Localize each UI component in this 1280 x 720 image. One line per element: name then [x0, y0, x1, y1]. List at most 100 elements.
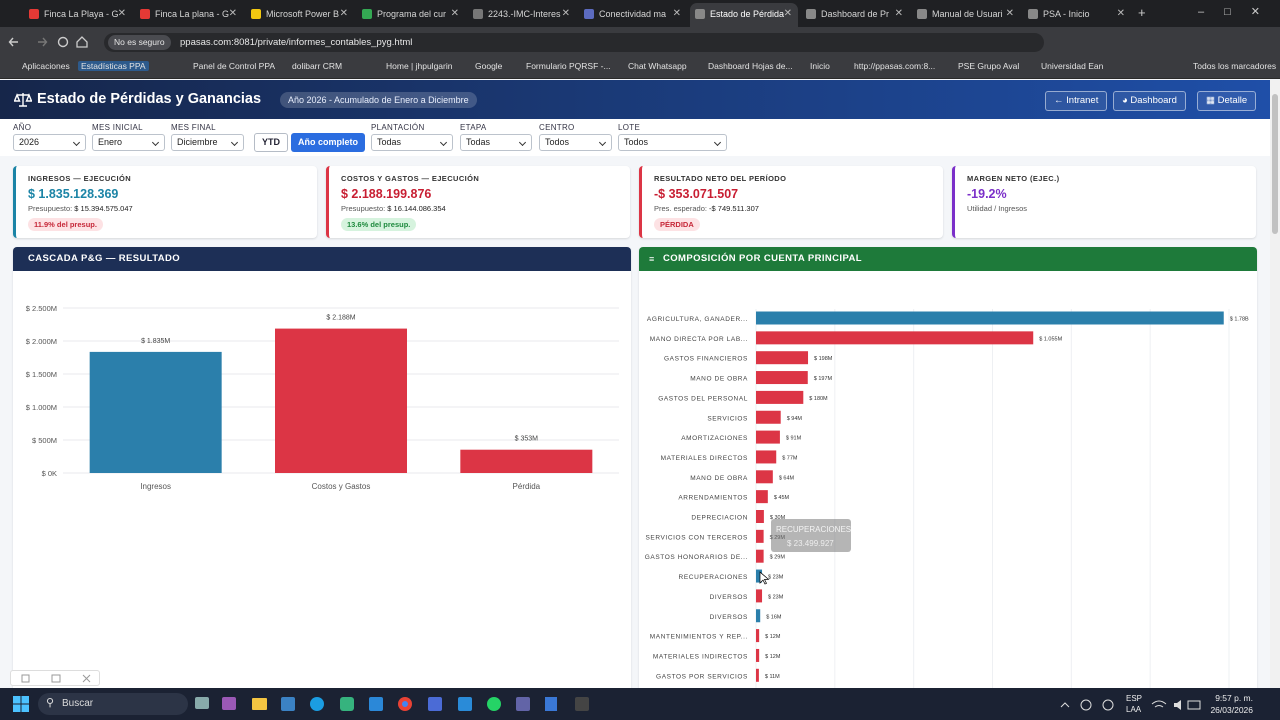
filter-select[interactable]: Enero — [92, 134, 165, 151]
omnibox[interactable]: No es seguro ppasas.com:8081/private/inf… — [104, 33, 1044, 52]
tab-close: ✕ — [1005, 8, 1014, 19]
bookmark[interactable]: http://ppasas.com:8... — [854, 61, 936, 71]
kpi-sub-value: $ 16.144.086.354 — [387, 204, 446, 213]
bookmark[interactable]: Universidad Ean — [1041, 61, 1104, 71]
tab-close: ✕ — [894, 8, 903, 19]
tab[interactable]: Finca La plana - G ✕ — [135, 3, 243, 27]
bookmark[interactable]: Aplicaciones — [22, 61, 70, 71]
filter-select[interactable]: Todas — [371, 134, 453, 151]
tab[interactable]: Finca La Playa - G ✕ — [24, 3, 132, 27]
filter-select[interactable]: Todos — [539, 134, 612, 151]
x-tick-label: Ingresos — [140, 482, 171, 491]
value-label: $ 30M — [770, 515, 786, 521]
page-title: Estado de Pérdidas y Ganancias — [37, 91, 262, 107]
tab[interactable]: PSA - Inicio ✕ — [1023, 3, 1131, 27]
bookmark[interactable]: Inicio — [810, 61, 830, 71]
bookmark[interactable]: Home | jhpulgarin — [386, 61, 453, 71]
kpi-card: RESULTADO NETO DEL PERÍODO -$ 353.071.507… — [639, 166, 943, 238]
tab[interactable]: 2243.-IMC-Interes ✕ — [468, 3, 576, 27]
button-text: Intranet — [1066, 95, 1099, 106]
search-box[interactable]: ⚲ Buscar — [38, 693, 188, 715]
value-label: $ 1.78B — [1230, 317, 1249, 323]
tab[interactable]: Estado de Pérdida ✕ — [690, 3, 798, 27]
value-label: $ 198M — [814, 356, 833, 362]
bar — [89, 351, 222, 473]
value-label: $ 23M — [768, 575, 784, 581]
value-label: $ 11M — [765, 674, 780, 680]
security-chip[interactable]: No es seguro — [108, 35, 171, 50]
bar — [756, 311, 1224, 325]
tab-title: Finca La Playa - G — [44, 9, 119, 19]
kpi-value: -$ 353.071.507 — [654, 187, 739, 201]
bar — [756, 589, 763, 603]
bookmark[interactable]: Dashboard Hojas de... — [708, 61, 793, 71]
filter-label: PLANTACIÓN — [371, 123, 425, 132]
bar — [756, 430, 780, 444]
bookmark[interactable]: Formulario PQRSF -... — [526, 61, 611, 71]
new-tab[interactable]: + — [1138, 5, 1146, 20]
lang[interactable]: ESP — [1126, 694, 1143, 703]
bookmarks-bar: Aplicaciones Estadísticas PPA Panel de Con… — [0, 57, 1280, 79]
tray-icons — [1060, 699, 1114, 711]
filter-label: AÑO — [13, 123, 32, 132]
tab[interactable]: Programa del cur ✕ — [357, 3, 465, 27]
bar — [756, 510, 764, 523]
tab-icon — [29, 9, 39, 19]
value-label: $ 29M — [770, 555, 786, 561]
bookmark[interactable]: Panel de Control PPA — [193, 61, 276, 71]
tab-close: ✕ — [1116, 8, 1125, 19]
category-label: SERVICIOS — [707, 415, 748, 422]
filter-select[interactable]: Todos — [618, 134, 727, 151]
kpi-sub: Utilidad / Ingresos — [967, 204, 1027, 213]
tab-title: Conectividad ma — [599, 9, 667, 19]
page-header: Estado de Pérdidas y Ganancias Año 2026 … — [0, 80, 1270, 119]
bar — [756, 648, 760, 662]
tab[interactable]: Dashboard de Pr ✕ — [801, 3, 909, 27]
tab-title: Microsoft Power B — [266, 9, 340, 19]
scrollbar[interactable] — [1270, 80, 1280, 688]
category-label: MATERIALES INDIRECTOS — [653, 653, 748, 660]
filter-select[interactable]: Todas — [460, 134, 532, 151]
filter-label: MES FINAL — [171, 123, 216, 132]
intranet-button[interactable]: ← Intranet — [1045, 91, 1108, 111]
filter-select[interactable]: 2026 — [13, 134, 86, 151]
x-tick-label: Pérdida — [513, 482, 541, 491]
scroll-thumb[interactable] — [1272, 94, 1278, 234]
dashboard-button[interactable]: ◕ Dashboard — [1113, 91, 1186, 111]
bar — [756, 371, 808, 385]
tab-close: ✕ — [450, 8, 459, 19]
bookmark[interactable]: Google — [475, 61, 503, 71]
search-text: Buscar — [62, 698, 94, 709]
ytd-button[interactable]: YTD — [254, 133, 288, 152]
full-year-button[interactable]: Año completo — [291, 133, 365, 152]
filter-select[interactable]: Diciembre — [171, 134, 244, 151]
bookmark[interactable]: dolibarr CRM — [292, 61, 343, 71]
tab[interactable]: Microsoft Power B ✕ — [246, 3, 354, 27]
kpi-label: RESULTADO NETO DEL PERÍODO — [654, 174, 787, 183]
panel-title-text: COMPOSICIÓN POR CUENTA PRINCIPAL — [663, 253, 862, 264]
kpi-sub-value: $ 15.394.575.047 — [74, 204, 133, 213]
bookmark[interactable]: Todos los marcadores — [1193, 61, 1277, 71]
tab-close: ✕ — [339, 8, 348, 19]
category-label: MANTENIMIENTOS Y REP... — [650, 634, 748, 641]
nav-icons — [8, 36, 88, 48]
value-label: $ 197M — [814, 376, 833, 382]
tooltip-title: RECUPERACIONES — [776, 525, 851, 534]
tab-close: ✕ — [561, 8, 570, 19]
bookmark[interactable]: Estadísticas PPA — [78, 61, 149, 71]
bar — [460, 449, 593, 473]
kpi-label: INGRESOS — EJECUCIÓN — [28, 174, 132, 183]
button-text: Detalle — [1217, 95, 1248, 106]
kpi-label: COSTOS Y GASTOS — EJECUCIÓN — [341, 174, 480, 183]
tab[interactable]: Manual de Usuari ✕ — [912, 3, 1020, 27]
tab[interactable]: Conectividad ma ✕ — [579, 3, 687, 27]
button-text: Dashboard — [1130, 95, 1177, 106]
x-tick-label: Costos y Gastos — [312, 482, 371, 491]
detail-button[interactable]: ▦ Detalle — [1197, 91, 1257, 111]
floating-toolbar[interactable] — [10, 670, 100, 686]
bookmark[interactable]: Chat Whatsapp — [628, 61, 687, 71]
value-label: $ 180M — [809, 396, 828, 402]
start-button[interactable] — [13, 696, 29, 712]
bookmark[interactable]: PSE Grupo Aval — [958, 61, 1020, 71]
